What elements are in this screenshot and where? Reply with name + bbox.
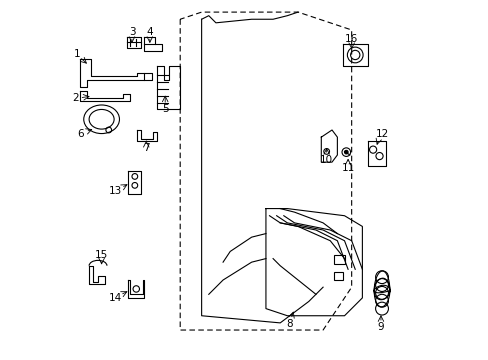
Text: 10: 10 (320, 155, 332, 165)
Text: 16: 16 (345, 34, 358, 44)
Text: 13: 13 (109, 186, 122, 196)
Text: 14: 14 (108, 293, 122, 303)
Text: 8: 8 (285, 319, 292, 329)
Text: 12: 12 (375, 129, 388, 139)
Text: 6: 6 (78, 129, 84, 139)
Bar (333, 255, 344, 264)
Circle shape (344, 150, 347, 154)
Text: 4: 4 (146, 27, 153, 37)
Text: 15: 15 (95, 250, 108, 260)
Bar (333, 272, 342, 280)
Text: 2: 2 (72, 93, 79, 103)
Text: 11: 11 (341, 163, 354, 173)
Text: 1: 1 (74, 49, 81, 59)
Text: 9: 9 (377, 322, 384, 332)
Text: 5: 5 (162, 104, 168, 113)
Text: 7: 7 (142, 143, 149, 153)
Text: 3: 3 (128, 27, 135, 37)
